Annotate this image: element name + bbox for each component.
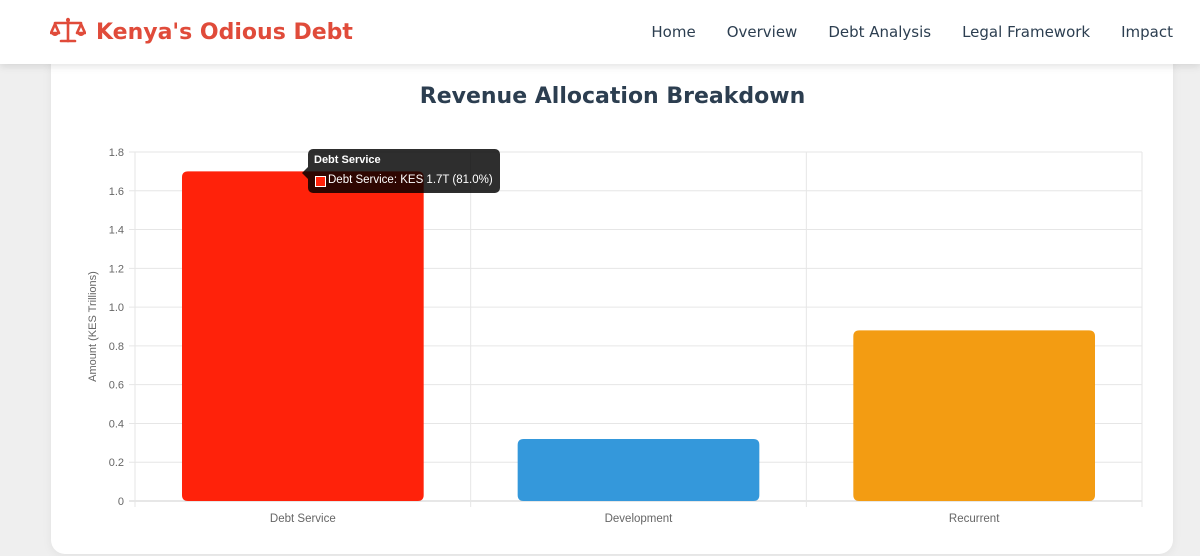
x-tick-label: Recurrent [949,513,1000,525]
x-tick-label: Development [605,513,674,525]
y-tick-label: 1.6 [109,186,124,198]
tooltip-swatch [315,176,326,187]
y-tick-label: 0.6 [109,380,124,392]
bar-recurrent[interactable] [853,330,1096,501]
top-navbar: Kenya's Odious Debt Home Overview Debt A… [0,0,1200,64]
y-tick-label: 1.4 [109,225,124,237]
brand-title: Kenya's Odious Debt [96,19,353,45]
nav-link-home[interactable]: Home [651,23,696,41]
bar-development[interactable] [517,438,760,501]
y-tick-label: 0.8 [109,341,124,353]
y-tick-label: 0.2 [109,457,124,469]
tooltip-title: Debt Service [314,154,381,166]
y-tick-label: 1.0 [109,302,124,314]
y-axis-title: Amount (KES Trillions) [87,271,99,382]
y-tick-label: 0 [118,496,124,508]
nav-link-impact[interactable]: Impact [1121,23,1173,41]
chart-title: Revenue Allocation Breakdown [419,84,806,109]
nav-link-overview[interactable]: Overview [726,23,798,41]
nav-links: Home Overview Debt Analysis Legal Framew… [620,0,1173,64]
nav-link-legal-framework[interactable]: Legal Framework [962,23,1091,41]
x-tick-label: Debt Service [270,513,336,525]
bar-debt-service[interactable] [181,171,424,501]
balance-scale-icon [49,16,87,49]
nav-link-debt-analysis[interactable]: Debt Analysis [828,23,932,41]
brand-logo-link[interactable]: Kenya's Odious Debt [49,14,353,50]
y-tick-label: 1.8 [109,147,124,159]
tooltip-body: Debt Service: KES 1.7T (81.0%) [328,174,493,186]
chart-tooltip: Debt Service Debt Service: KES 1.7T (81.… [302,149,500,193]
y-tick-label: 0.4 [109,418,124,430]
y-tick-label: 1.2 [109,263,124,275]
